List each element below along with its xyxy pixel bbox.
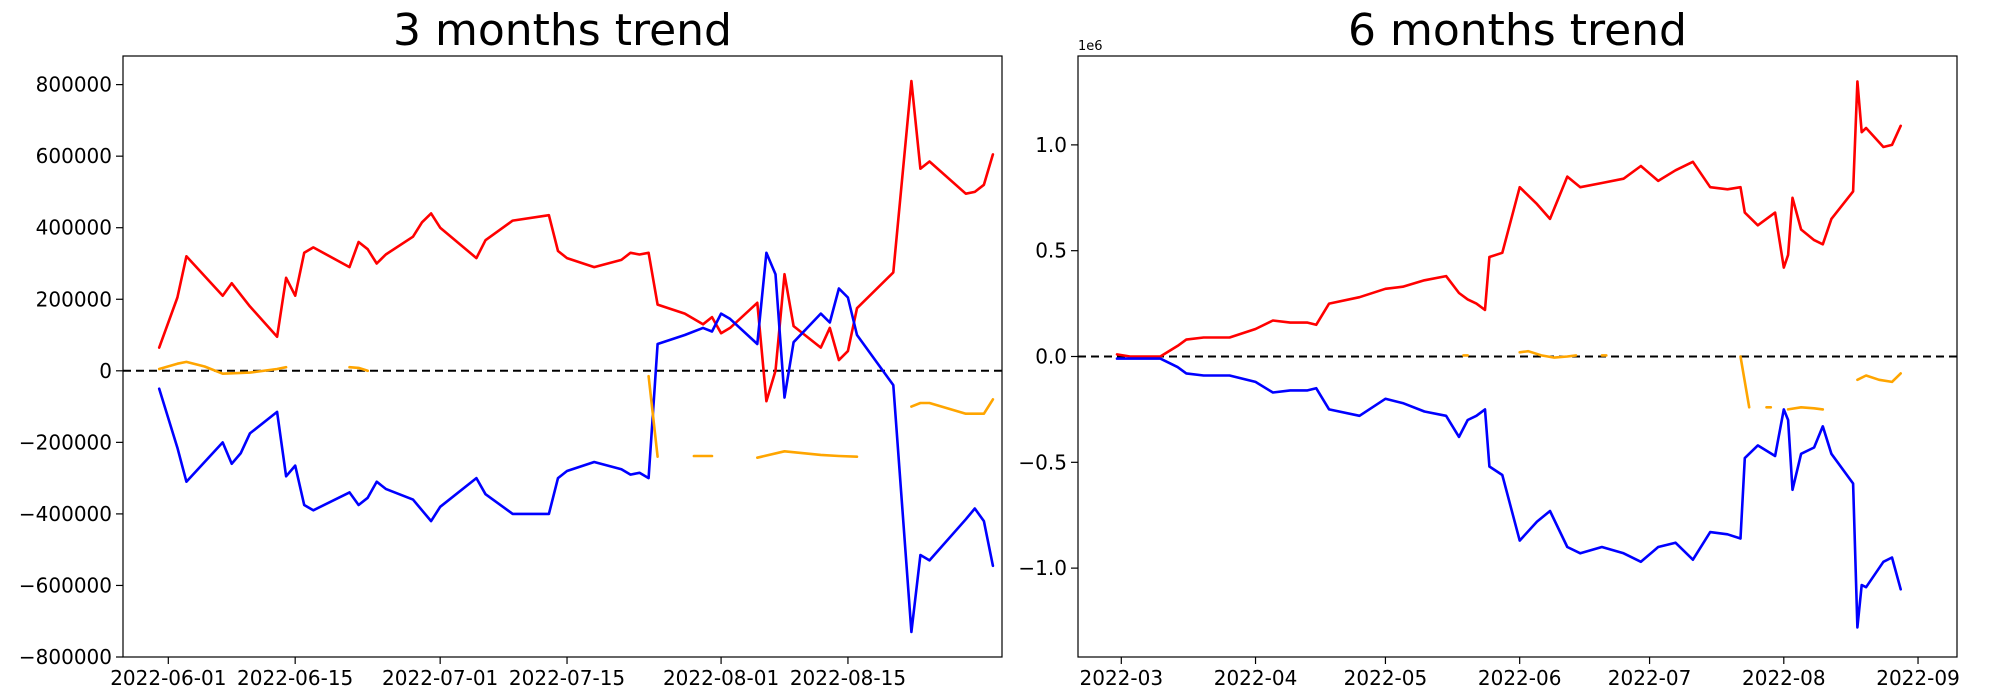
y-tick-label: 1.0 [1035, 133, 1067, 157]
y-tick-label: −0.5 [1018, 450, 1067, 474]
series-2-line-segment-1 [1518, 349, 1578, 359]
x-tick-label: 2022-04 [1214, 666, 1298, 690]
x-tick-label: 2022-07-15 [509, 666, 625, 690]
y-tick-label: 0.5 [1035, 239, 1067, 263]
series-0-line-segment-0 [157, 79, 995, 403]
x-tick-label: 2022-03 [1080, 666, 1164, 690]
x-tick-label: 2022-08 [1742, 666, 1826, 690]
series-2-line-segment-6 [1856, 372, 1902, 384]
y-tick-label: 600000 [36, 144, 112, 168]
chart-3-months: 3 months trend −800000 −600000 −400000 −2000… [19, 5, 1003, 690]
x-tick-label: 2022-07 [1608, 666, 1692, 690]
y-tick-label: 0.0 [1035, 345, 1067, 369]
series-1-line-segment-0 [1115, 357, 1902, 629]
series-2-line-segment-2 [647, 374, 659, 459]
y-tick-label: 800000 [36, 73, 112, 97]
chart-title: 3 months trend [393, 5, 732, 56]
x-tick-label: 2022-06-01 [110, 666, 226, 690]
chart-title: 6 months trend [1348, 5, 1687, 56]
x-tick-label: 2022-06 [1478, 666, 1562, 690]
series-0-line-segment-0 [1115, 80, 1902, 358]
series-2-line-segment-0 [157, 360, 288, 376]
series-2-line-segment-5 [1786, 405, 1825, 411]
y-tick-label: −200000 [19, 430, 112, 454]
series-1-line-segment-0 [157, 251, 995, 634]
y-tick-label: −400000 [19, 502, 112, 526]
x-tick-label: 2022-08-01 [663, 666, 779, 690]
chart-6-months: 6 months trend 1e6 −1.0 −0.5 0.0 0.5 1.0 2022-0… [1018, 5, 1959, 690]
y-tick-label: 400000 [36, 216, 112, 240]
x-tick-label: 2022-08-15 [790, 666, 906, 690]
series-2-line-segment-1 [348, 365, 370, 373]
series-2-line-segment-3 [1739, 355, 1751, 409]
y-tick-label: 0 [99, 359, 112, 383]
x-tick-label: 2022-09 [1876, 666, 1960, 690]
y-tick-label: −1.0 [1018, 556, 1067, 580]
plot-frame [122, 55, 1003, 658]
x-tick-label: 2022-05 [1344, 666, 1428, 690]
series-2-line-segment-5 [910, 398, 995, 416]
y-offset-label: 1e6 [1078, 39, 1103, 54]
x-tick-label: 2022-07-01 [382, 666, 498, 690]
x-tick-label: 2022-06-15 [237, 666, 353, 690]
y-tick-label: −800000 [19, 645, 112, 669]
series-2-line-segment-4 [755, 449, 859, 460]
y-tick-label: 200000 [36, 287, 112, 311]
y-tick-label: −600000 [19, 573, 112, 597]
